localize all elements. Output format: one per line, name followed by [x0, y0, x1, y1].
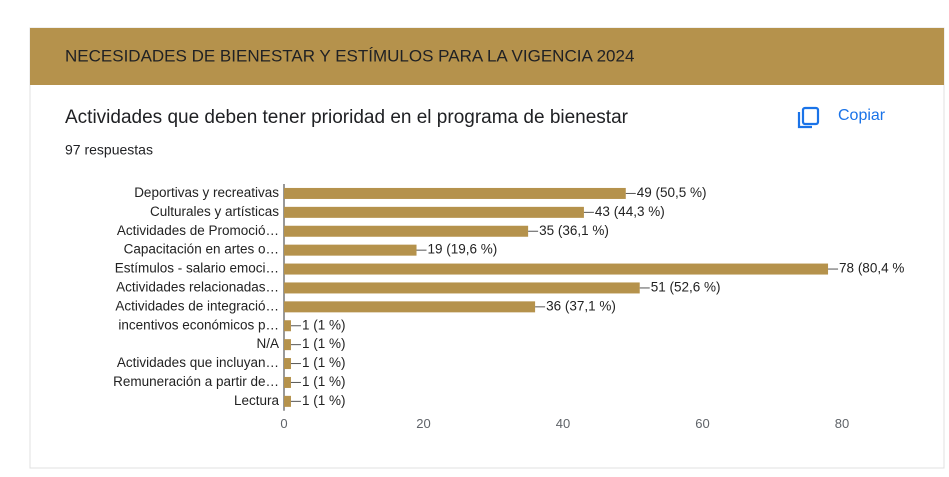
y-tick-label: Actividades que incluyan…	[117, 355, 279, 370]
x-tick-label: 20	[416, 416, 430, 431]
header-band	[30, 28, 944, 85]
value-label: 35 (36,1 %)	[539, 223, 609, 238]
value-label: 43 (44,3 %)	[595, 204, 665, 219]
value-label: 36 (37,1 %)	[546, 298, 616, 313]
bar	[284, 263, 829, 275]
question-title: Actividades que deben tener prioridad en…	[65, 107, 629, 128]
bar	[284, 320, 291, 332]
x-tick-label: 40	[556, 416, 570, 431]
bar	[284, 187, 626, 199]
value-label: 1 (1 %)	[302, 374, 346, 389]
bar	[284, 358, 291, 370]
y-tick-label: incentivos económicos p…	[118, 317, 279, 332]
value-label: 51 (52,6 %)	[651, 280, 721, 295]
value-label: 19 (19,6 %)	[428, 242, 498, 257]
bar	[284, 339, 291, 351]
card	[29, 27, 945, 469]
y-tick-label: Actividades de integració…	[115, 298, 279, 313]
y-tick-label: Lectura	[234, 393, 280, 408]
y-tick-label: Capacitación en artes o…	[124, 242, 279, 257]
y-tick-label: Remuneración a partir de…	[113, 374, 279, 389]
bar	[284, 244, 417, 256]
y-tick-label: Deportivas y recreativas	[134, 185, 279, 200]
value-label: 1 (1 %)	[302, 336, 346, 351]
y-tick-label: Culturales y artísticas	[150, 204, 279, 219]
value-label: 49 (50,5 %)	[637, 185, 707, 200]
value-label: 1 (1 %)	[302, 317, 346, 332]
bar	[284, 301, 536, 313]
copy-icon[interactable]	[797, 106, 820, 129]
x-tick-label: 0	[280, 416, 287, 431]
header-title: NECESIDADES DE BIENESTAR Y ESTÍMULOS PAR…	[65, 46, 634, 65]
y-tick-label: Actividades de Promoció…	[117, 223, 279, 238]
copy-button[interactable]: Copiar	[838, 107, 886, 124]
x-tick-label: 60	[695, 416, 709, 431]
bar	[284, 376, 291, 388]
value-label: 78 (80,4 %	[839, 261, 904, 276]
y-tick-label: Estímulos - salario emoci…	[115, 261, 279, 276]
response-count: 97 respuestas	[65, 142, 153, 158]
bar	[284, 395, 291, 407]
y-tick-label: N/A	[256, 336, 279, 351]
x-tick-label: 80	[835, 416, 849, 431]
bar	[284, 206, 584, 218]
y-tick-label: Actividades relacionadas…	[116, 280, 279, 295]
bar	[284, 225, 529, 237]
value-label: 1 (1 %)	[302, 393, 346, 408]
bar	[284, 282, 640, 294]
value-label: 1 (1 %)	[302, 355, 346, 370]
